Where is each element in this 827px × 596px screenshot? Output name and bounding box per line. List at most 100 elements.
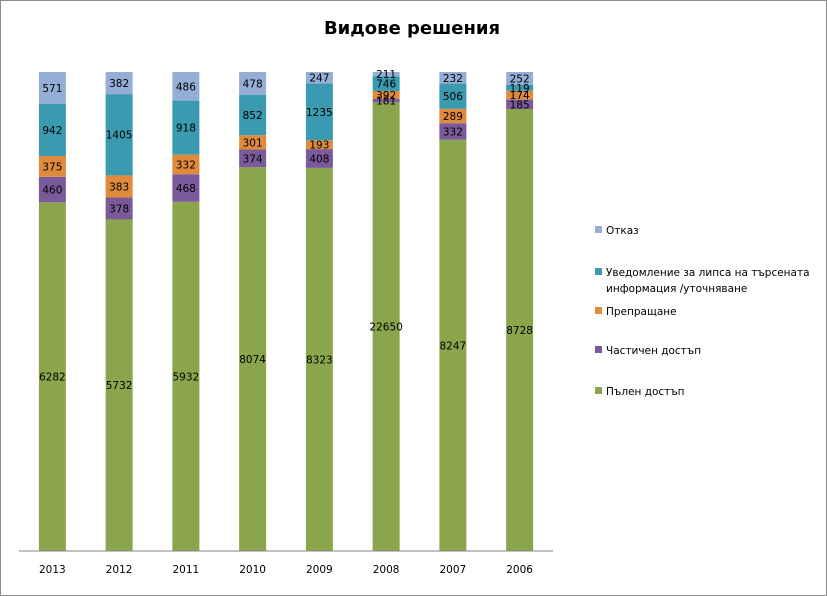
data-label-2011-s2: 332 xyxy=(176,159,196,171)
data-label-2006-s1: 185 xyxy=(510,99,530,111)
legend-label-4: Пълен достъп xyxy=(606,386,685,398)
data-label-2013-s1: 460 xyxy=(42,185,62,197)
bar-segment-2012-s0 xyxy=(105,219,133,551)
bar-segment-2010-s2 xyxy=(239,135,267,150)
data-label-2006-s4: 252 xyxy=(510,73,530,85)
data-label-2010-s1: 374 xyxy=(243,153,263,165)
bar-segment-2011-s2 xyxy=(172,154,200,175)
bar-segment-2012-s2 xyxy=(105,175,133,198)
bar-segment-2006-s2 xyxy=(506,90,534,100)
data-label-2009-s4: 247 xyxy=(309,73,329,85)
data-label-2011-s0: 5932 xyxy=(173,371,200,383)
legend-swatch-3 xyxy=(595,346,602,353)
data-label-2012-s1: 378 xyxy=(109,203,129,215)
bar-segment-2012-s3 xyxy=(105,94,133,176)
data-label-2008-s2: 392 xyxy=(376,90,396,102)
bar-segment-2009-s2 xyxy=(305,140,333,150)
x-axis-ticks: 2013 2012 2011 2010 2009 2008 2007 2006 xyxy=(39,564,533,576)
bar-segment-2008-s3 xyxy=(372,76,400,91)
data-label-2008-s0: 22650 xyxy=(369,322,402,334)
bar-segment-2008-s1 xyxy=(372,98,400,103)
bar-segment-2011-s1 xyxy=(172,174,200,202)
data-label-2013-s2: 375 xyxy=(42,161,62,173)
data-label-2012-s4: 382 xyxy=(109,78,129,90)
data-label-2008-s3: 746 xyxy=(376,79,396,91)
x-tick-label-2013: 2013 xyxy=(39,564,66,576)
data-label-2010-s3: 852 xyxy=(243,110,263,122)
bar-segment-2007-s1 xyxy=(439,123,467,140)
bar-segment-2010-s0 xyxy=(239,167,267,552)
data-label-2012-s0: 5732 xyxy=(106,380,133,392)
bar-segment-2009-s0 xyxy=(305,167,333,551)
bar-segment-2011-s0 xyxy=(172,201,200,551)
data-label-2009-s3: 1235 xyxy=(306,107,333,119)
legend: Отказ Уведомление за липса на търсената ин… xyxy=(595,225,810,398)
bar-segment-2010-s4 xyxy=(239,72,267,95)
bar-segment-2012-s1 xyxy=(105,197,133,220)
data-label-2012-s3: 1405 xyxy=(106,130,133,142)
data-label-2008-s4: 211 xyxy=(376,69,396,81)
data-labels-group: 6282 460 375 942 571 5732 378 383 1405 382 5932 468… xyxy=(39,69,533,392)
bar-segment-2010-s1 xyxy=(239,149,267,168)
data-label-2013-s3: 942 xyxy=(42,125,62,137)
data-label-2009-s1: 408 xyxy=(309,153,329,165)
bar-segment-2007-s4 xyxy=(439,72,467,84)
legend-label-1: Уведомление за липса на търсената информа… xyxy=(606,267,810,295)
x-tick-label-2011: 2011 xyxy=(173,564,200,576)
bar-segment-2009-s3 xyxy=(305,83,333,141)
x-tick-label-2012: 2012 xyxy=(106,564,133,576)
data-label-2006-s3: 119 xyxy=(510,83,530,95)
data-label-2007-s3: 506 xyxy=(443,91,463,103)
bar-segment-2013-s1 xyxy=(38,176,66,203)
bar-segment-2006-s4 xyxy=(506,72,534,85)
x-tick-label-2010: 2010 xyxy=(239,564,266,576)
bar-segment-2006-s1 xyxy=(506,99,534,109)
bar-segment-2013-s3 xyxy=(38,103,66,156)
data-label-2011-s3: 918 xyxy=(176,123,196,135)
data-label-2012-s2: 383 xyxy=(109,181,129,193)
bar-segment-2010-s3 xyxy=(239,94,267,136)
x-tick-label-2009: 2009 xyxy=(306,564,333,576)
bar-segment-2006-s3 xyxy=(506,84,534,91)
legend-swatch-1 xyxy=(595,268,602,275)
data-label-2009-s0: 8323 xyxy=(306,354,333,366)
data-label-2010-s4: 478 xyxy=(243,78,263,90)
data-label-2007-s0: 8247 xyxy=(440,340,467,352)
bar-segment-2007-s0 xyxy=(439,139,467,551)
legend-swatch-0 xyxy=(595,226,602,233)
bar-segment-2008-s2 xyxy=(372,90,400,99)
legend-label-3: Частичен достъп xyxy=(606,345,701,357)
data-label-2013-s0: 6282 xyxy=(39,372,66,384)
data-label-2007-s2: 289 xyxy=(443,111,463,123)
data-label-2009-s2: 193 xyxy=(309,140,329,152)
bars-group xyxy=(38,72,534,552)
data-label-2007-s1: 332 xyxy=(443,126,463,138)
legend-label-2: Препращане xyxy=(606,306,677,318)
bar-segment-2009-s1 xyxy=(305,149,333,168)
legend-label-0: Отказ xyxy=(606,225,639,237)
bar-segment-2008-s0 xyxy=(372,102,400,551)
bar-segment-2006-s0 xyxy=(506,108,534,551)
data-label-2011-s4: 486 xyxy=(176,81,196,93)
chart-title: Видове решения xyxy=(324,18,500,39)
bar-segment-2011-s3 xyxy=(172,100,200,155)
bar-segment-2008-s4 xyxy=(372,72,400,77)
x-tick-label-2006: 2006 xyxy=(506,564,533,576)
bar-segment-2013-s4 xyxy=(38,72,66,104)
bar-segment-2012-s4 xyxy=(105,72,133,95)
x-tick-label-2008: 2008 xyxy=(373,564,400,576)
data-label-2006-s2: 174 xyxy=(510,90,530,102)
bar-segment-2007-s3 xyxy=(439,83,467,109)
legend-swatch-2 xyxy=(595,307,602,314)
bar-segment-2007-s2 xyxy=(439,108,467,124)
data-label-2006-s0: 8728 xyxy=(506,325,533,337)
x-tick-label-2007: 2007 xyxy=(440,564,467,576)
bar-segment-2011-s4 xyxy=(172,72,200,101)
bar-segment-2013-s2 xyxy=(38,155,66,177)
legend-swatch-4 xyxy=(595,387,602,394)
bar-segment-2013-s0 xyxy=(38,202,66,551)
data-label-2007-s4: 232 xyxy=(443,73,463,85)
data-label-2013-s4: 571 xyxy=(42,83,62,95)
